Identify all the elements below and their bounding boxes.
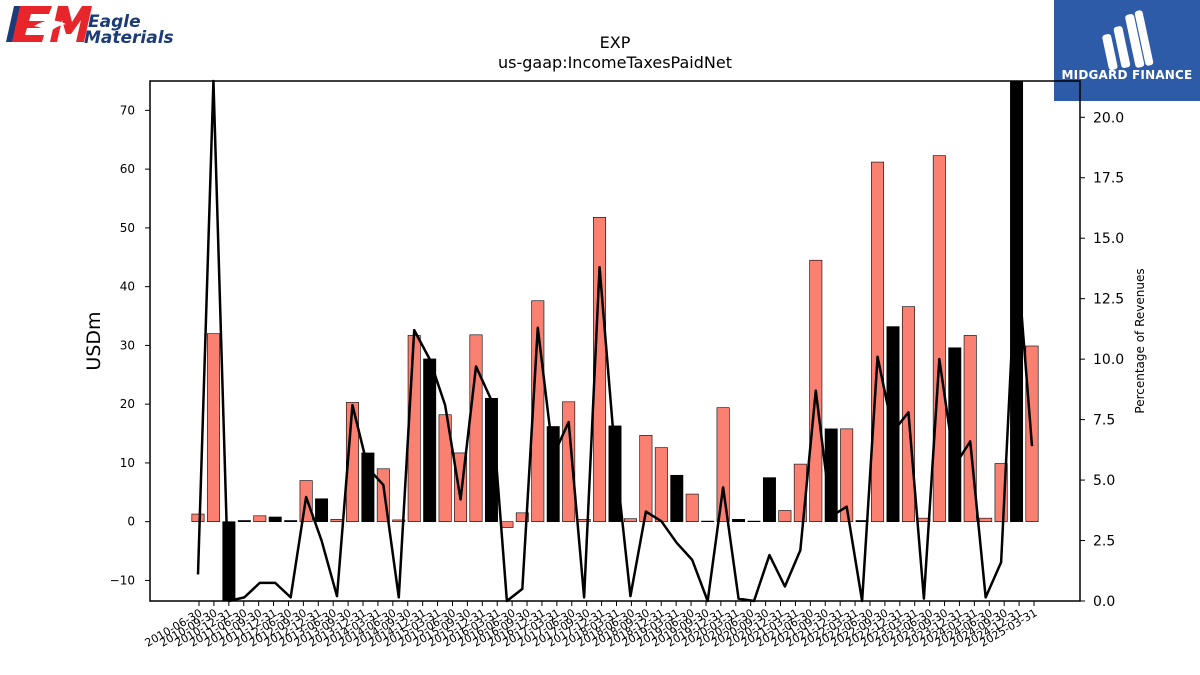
bar: [407, 335, 421, 522]
bar: [778, 510, 792, 522]
y-tick-label: 30: [120, 338, 135, 352]
y-tick-label: 40: [120, 280, 135, 294]
bar: [515, 512, 529, 522]
midgard-finance-text: MIDGARD FINANCE: [1061, 68, 1193, 82]
y2-tick-label: 0.0: [1093, 594, 1115, 610]
bar: [932, 155, 946, 522]
y2-tick-label: 5.0: [1093, 473, 1115, 489]
y-tick-label: 0: [127, 515, 135, 529]
bar: [392, 519, 406, 522]
line-group: [196, 79, 1034, 603]
x-axis: 2010-06-302010-09-302010-12-312011-06-30…: [143, 601, 1040, 650]
bar: [623, 518, 637, 522]
chart-title: EXP: [600, 33, 631, 52]
bar: [701, 520, 715, 522]
bar: [886, 326, 900, 522]
bar: [608, 425, 622, 522]
bar: [268, 516, 282, 522]
chart-subtitle: us-gaap:IncomeTaxesPaidNet: [498, 53, 732, 72]
bar: [871, 161, 885, 522]
y-tick-label: 60: [120, 162, 135, 176]
y-tick-label: 70: [120, 103, 135, 117]
bar: [284, 520, 298, 522]
bar: [654, 447, 668, 522]
y2-tick-label: 12.5: [1093, 292, 1124, 308]
bar: [716, 407, 730, 522]
bar: [762, 477, 776, 522]
bar: [670, 474, 684, 522]
bar: [206, 333, 220, 522]
y-tick-label: 50: [120, 221, 135, 235]
bar: [948, 347, 962, 522]
bar: [191, 513, 205, 522]
y2-tick-label: 10.0: [1093, 352, 1124, 368]
y2-tick-label: 17.5: [1093, 171, 1124, 187]
bar: [253, 515, 267, 522]
y-axis: −10 0 10 20 30 40 50 60 70: [110, 103, 150, 587]
y-axis-label: USDm: [83, 311, 105, 370]
bar: [639, 435, 653, 522]
bar: [747, 520, 761, 522]
bar: [237, 520, 251, 522]
y2-axis: 0.0 2.5 5.0 7.5 10.0 12.5 15.0 17.5 20.0: [1080, 110, 1124, 610]
y2-axis-label: Percentage of Revenues: [1133, 268, 1147, 413]
logo-line1: Eagle: [88, 12, 141, 32]
bar: [423, 358, 437, 522]
bar: [500, 521, 514, 528]
bar: [438, 414, 452, 522]
eagle-materials-logo: Eagle Materials: [4, 4, 174, 48]
y-tick-label: 10: [120, 456, 135, 470]
series-line: [196, 79, 1034, 603]
midgard-emblem-icon: [1102, 10, 1154, 70]
y2-tick-label: 2.5: [1093, 534, 1115, 550]
y2-tick-label: 15.0: [1093, 231, 1124, 247]
bar: [315, 498, 329, 522]
bar: [546, 426, 560, 522]
bar: [685, 493, 699, 522]
logo-line2: Materials: [84, 28, 174, 46]
y-tick-label: −10: [110, 573, 135, 587]
y2-tick-label: 20.0: [1093, 110, 1124, 126]
bar: [330, 519, 344, 522]
midgard-finance-logo: MIDGARD FINANCE: [1054, 0, 1200, 101]
bar: [732, 519, 746, 522]
bar: [469, 334, 483, 522]
bar: [979, 517, 993, 522]
plot-frame: [149, 80, 1081, 602]
y-tick-label: 20: [120, 397, 135, 411]
bar-group: [191, 80, 1039, 602]
y2-tick-label: 7.5: [1093, 413, 1115, 429]
bar: [840, 428, 854, 522]
